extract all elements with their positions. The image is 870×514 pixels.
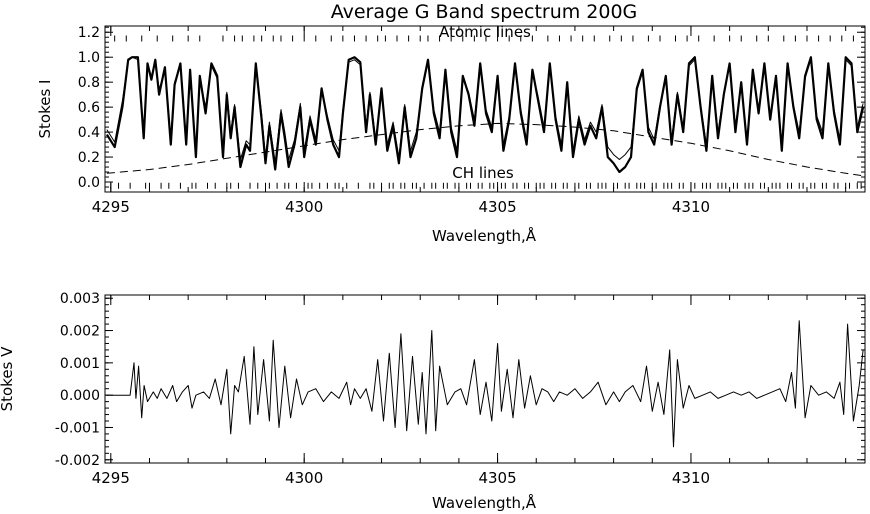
stokes-v-y-tick-label: 0.003	[60, 291, 100, 307]
stokes-v-y-tick-label: 0.001	[60, 356, 100, 372]
stokes-i-y-axis-label: Stokes I	[36, 80, 54, 139]
stokes-i-series-line-dashed	[106, 122, 864, 177]
stokes-v-x-axis-label: Wavelength,Å	[432, 493, 537, 512]
stokes-i-panel: Average G Band spectrum 200G 0.00.20.40.…	[36, 1, 866, 245]
stokes-v-x-axis: 4295 4300 4305 4310	[92, 295, 847, 487]
stokes-i-x-axis: 4295 4300 4305 4310	[92, 26, 847, 216]
stokes-i-y-axis: 0.0 0.2 0.4 0.6 0.8 1.0 1.2	[78, 25, 865, 193]
stokes-v-x-tick-label: 4310	[672, 469, 710, 487]
stokes-v-panel: -0.002 -0.001 0.000 0.001 0.002 0.003 4295 430…	[0, 291, 866, 512]
stokes-i-x-axis-label: Wavelength,Å	[432, 226, 537, 245]
chart-title: Average G Band spectrum 200G	[331, 1, 638, 23]
stokes-v-x-tick-label: 4305	[478, 469, 516, 487]
stokes-v-y-tick-label: -0.002	[55, 453, 100, 469]
stokes-i-y-tick-label: 0.0	[78, 175, 100, 191]
stokes-v-y-tick-label: 0.000	[60, 388, 100, 404]
ch-line-markers	[110, 182, 862, 189]
stokes-i-y-tick-label: 1.0	[78, 50, 100, 66]
stokes-i-y-tick-label: 1.2	[78, 25, 100, 41]
stokes-i-y-tick-label: 0.2	[78, 150, 100, 166]
stokes-v-y-tick-label: -0.001	[55, 420, 100, 436]
stokes-i-y-tick-label: 0.6	[78, 100, 100, 116]
stokes-i-x-tick-label: 4300	[285, 198, 323, 216]
stokes-v-y-tick-label: 0.002	[60, 324, 100, 340]
ch-lines-label: CH lines	[452, 164, 514, 182]
stokes-v-series-line-thin	[106, 320, 864, 448]
stokes-v-y-axis: -0.002 -0.001 0.000 0.001 0.002 0.003	[55, 291, 865, 469]
stokes-i-series-line-thin	[106, 56, 864, 163]
stokes-v-x-tick-label: 4295	[92, 469, 130, 487]
stokes-i-plot-frame	[104, 25, 866, 193]
stokes-v-y-axis-label: Stokes V	[0, 346, 16, 412]
atomic-lines-label: Atomic lines	[439, 23, 531, 41]
stokes-i-x-tick-label: 4295	[92, 198, 130, 216]
stokes-v-plot-frame	[104, 294, 866, 464]
stokes-i-y-tick-label: 0.4	[78, 125, 100, 141]
stokes-i-series	[105, 56, 865, 177]
stokes-i-y-tick-label: 0.8	[78, 75, 100, 91]
stokes-v-series	[106, 320, 864, 448]
stokes-v-x-tick-label: 4300	[285, 469, 323, 487]
atomic-line-markers	[114, 35, 854, 42]
stokes-i-x-tick-label: 4310	[672, 198, 710, 216]
stokes-i-x-tick-label: 4305	[478, 198, 516, 216]
